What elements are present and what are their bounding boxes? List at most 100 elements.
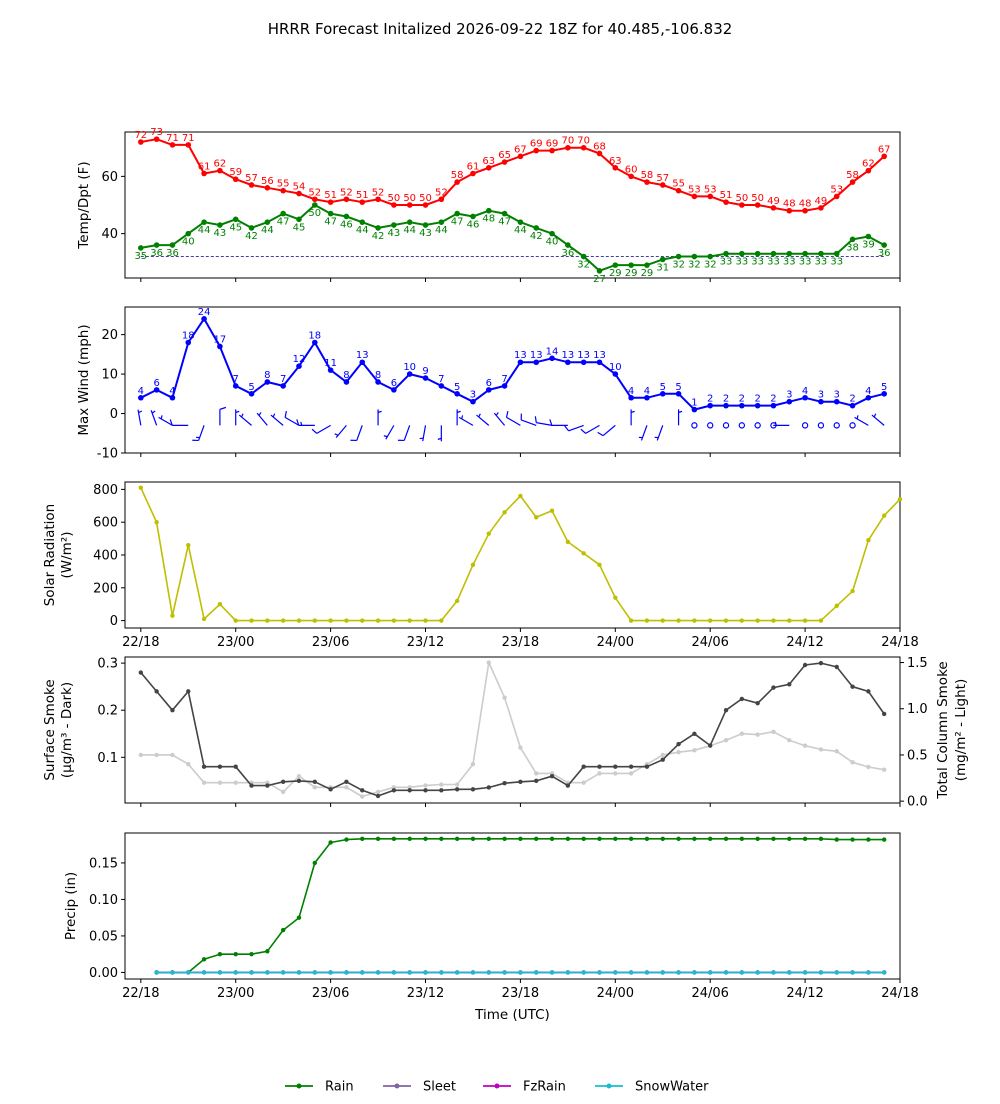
data-point: [787, 682, 791, 686]
data-point: [439, 219, 445, 225]
data-label: 53: [704, 184, 717, 195]
data-point: [771, 251, 777, 257]
x-axis-label: Time (UTC): [474, 1007, 550, 1023]
data-point: [201, 219, 207, 225]
data-point: [234, 618, 238, 622]
data-point: [629, 837, 633, 841]
data-point: [597, 268, 603, 274]
data-point: [487, 531, 491, 535]
wind-barb: [872, 414, 884, 426]
data-point: [392, 970, 396, 974]
data-label: 44: [514, 225, 527, 236]
data-label: 10: [403, 362, 416, 373]
data-point: [692, 618, 696, 622]
data-point: [233, 217, 239, 223]
legend-item: Rain: [285, 1080, 354, 1095]
data-label: 36: [878, 248, 891, 259]
data-point: [265, 949, 269, 953]
data-point: [502, 510, 506, 514]
x-tick-label: 24/12: [786, 635, 823, 650]
data-label: 2: [707, 394, 713, 405]
x-tick-label: 23/12: [407, 635, 444, 650]
data-point: [265, 783, 269, 787]
data-point: [360, 837, 364, 841]
data-point: [439, 782, 443, 786]
data-point: [391, 222, 397, 228]
data-point: [581, 254, 587, 260]
y-right-axis-label-units: (mg/m² - Light): [953, 679, 969, 782]
data-point: [328, 970, 332, 974]
wind-barb: [655, 425, 663, 440]
y-tick-label: 600: [93, 516, 118, 531]
data-point: [281, 790, 285, 794]
data-point: [613, 262, 619, 268]
data-point: [660, 257, 666, 263]
data-label: 36: [166, 248, 179, 259]
data-point: [392, 788, 396, 792]
data-point: [835, 749, 839, 753]
y-tick-label: 40: [101, 227, 118, 242]
data-point: [344, 780, 348, 784]
data-label: 57: [245, 173, 258, 184]
data-label: 3: [470, 390, 476, 401]
axes-frame: [125, 657, 900, 803]
x-tick-label: 24/06: [691, 635, 728, 650]
data-label: 61: [198, 162, 211, 173]
data-point: [439, 618, 443, 622]
data-label: 4: [169, 386, 175, 397]
data-point: [566, 970, 570, 974]
data-point: [724, 970, 728, 974]
wind-barb-calm: [818, 423, 823, 428]
data-label: 50: [308, 208, 321, 219]
x-tick-label: 23/00: [217, 635, 254, 650]
data-label: 52: [372, 187, 385, 198]
data-point: [471, 970, 475, 974]
y-tick-label: 0: [110, 407, 118, 422]
data-label: 5: [248, 382, 254, 393]
data-label: 53: [688, 184, 701, 195]
data-point: [819, 618, 823, 622]
data-point: [740, 731, 744, 735]
data-label: 4: [138, 386, 144, 397]
wind-barbs: [138, 407, 884, 441]
data-label: 8: [264, 370, 270, 381]
data-label: 2: [849, 394, 855, 405]
legend-marker: [395, 1084, 400, 1089]
data-point: [835, 837, 839, 841]
data-label: 49: [767, 196, 780, 207]
data-label: 48: [799, 199, 812, 210]
data-point: [154, 242, 160, 248]
data-point: [661, 757, 665, 761]
data-label: 44: [198, 225, 211, 236]
wind-barb: [297, 419, 315, 425]
data-point: [645, 837, 649, 841]
data-point: [218, 780, 222, 784]
wind-barb: [257, 412, 267, 425]
data-point: [455, 970, 459, 974]
wind-barb: [535, 416, 552, 425]
wind-barb: [236, 409, 240, 425]
data-label: 60: [625, 164, 638, 175]
data-point: [376, 794, 380, 798]
data-label: 45: [293, 222, 306, 233]
wind-barb: [350, 425, 362, 440]
series-precip-3: [154, 970, 886, 974]
data-point: [313, 785, 317, 789]
data-label: 71: [182, 133, 195, 144]
data-label: 62: [214, 159, 227, 170]
data-point: [471, 762, 475, 766]
data-point: [740, 618, 744, 622]
data-point: [866, 837, 870, 841]
data-point: [471, 837, 475, 841]
data-label: 33: [767, 257, 780, 268]
data-point: [265, 219, 271, 225]
data-point: [218, 602, 222, 606]
wind-barb: [631, 409, 635, 425]
data-point: [328, 618, 332, 622]
wind-barb: [271, 414, 283, 426]
data-point: [502, 781, 506, 785]
data-point: [139, 486, 143, 490]
data-point: [755, 251, 761, 257]
wind-barb: [335, 425, 347, 437]
